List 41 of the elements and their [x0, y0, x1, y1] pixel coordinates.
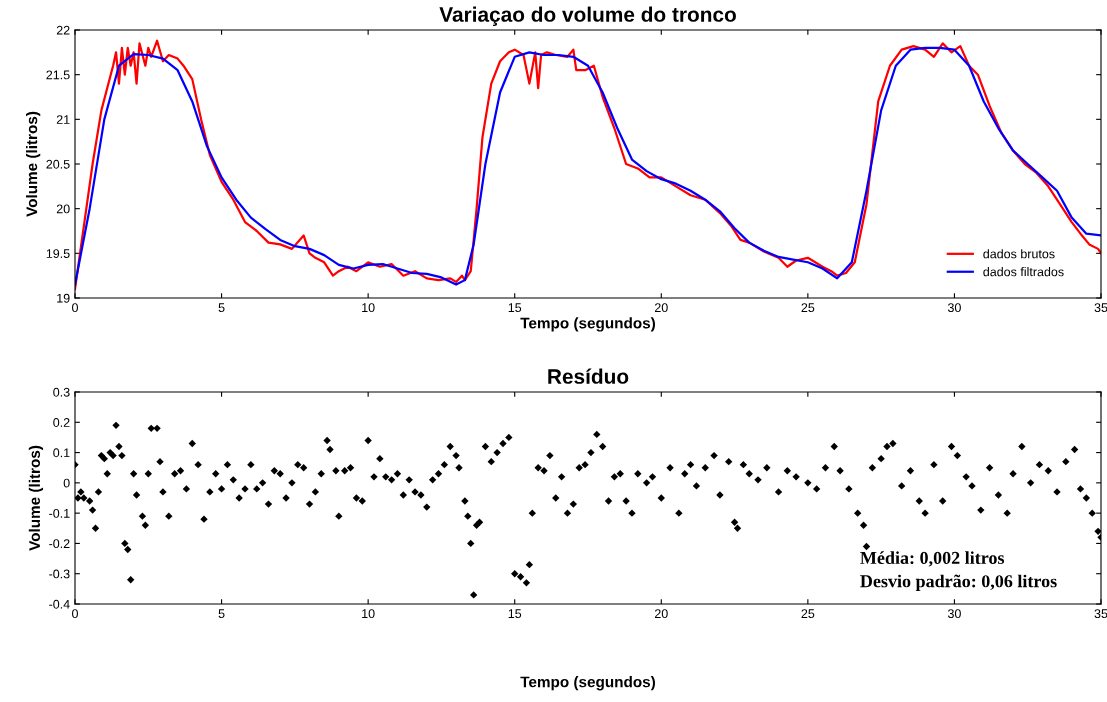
- y-tick-label: 19: [57, 293, 70, 303]
- y-tick-label: 20.5: [46, 159, 70, 169]
- x-tick-label: 10: [362, 303, 375, 313]
- y-tick-label: 19.5: [46, 249, 70, 258]
- chart-title: Variaçao do volume do tronco: [439, 6, 736, 26]
- y-axis-title: Volume (litros): [28, 445, 44, 551]
- x-tick-label: 15: [508, 609, 522, 619]
- y-tick-label: 0.3: [53, 387, 70, 397]
- x-tick-label: 10: [362, 609, 375, 619]
- x-tick-label: 15: [508, 303, 522, 313]
- y-tick-label: 21.5: [46, 70, 70, 80]
- y-tick-label: 0.1: [53, 448, 70, 458]
- x-tick-label: 25: [801, 303, 815, 313]
- x-tick-label: 30: [947, 303, 961, 313]
- chart-title: Resíduo: [548, 368, 629, 384]
- legend-label: dados brutos: [983, 249, 1055, 259]
- x-axis-title: Tempo (segundos): [520, 317, 656, 332]
- legend-label: dados filtrados: [983, 267, 1064, 277]
- x-tick-label: 20: [654, 609, 668, 619]
- y-tick-label: 20: [56, 204, 70, 214]
- x-tick-label: 35: [1094, 303, 1107, 313]
- annotation: Média: 0,002 litros: [860, 551, 1005, 567]
- annotation: Desvio padrão: 0,06 litros: [860, 574, 1057, 591]
- y-axis-title: Volume (litros): [26, 111, 41, 217]
- y-tick-label: -0.4: [49, 599, 70, 609]
- y-tick-label: -0.3: [49, 569, 70, 579]
- y-tick-label: 22: [56, 25, 70, 35]
- x-tick-label: 30: [947, 609, 961, 619]
- y-tick-label: 0.2: [53, 418, 70, 427]
- x-tick-label: 0: [72, 303, 78, 313]
- x-tick-label: 5: [218, 303, 225, 313]
- x-tick-label: 20: [654, 303, 668, 313]
- y-tick-label: 0: [63, 478, 70, 488]
- x-tick-label: 35: [1094, 609, 1107, 619]
- x-axis-title: Tempo (segundos): [520, 676, 656, 691]
- x-tick-label: 25: [801, 609, 815, 619]
- y-tick-label: 21: [56, 115, 70, 124]
- y-tick-label: -0.1: [49, 508, 70, 518]
- x-tick-label: 0: [72, 609, 78, 619]
- y-tick-label: -0.2: [49, 539, 70, 549]
- x-tick-label: 5: [218, 609, 225, 619]
